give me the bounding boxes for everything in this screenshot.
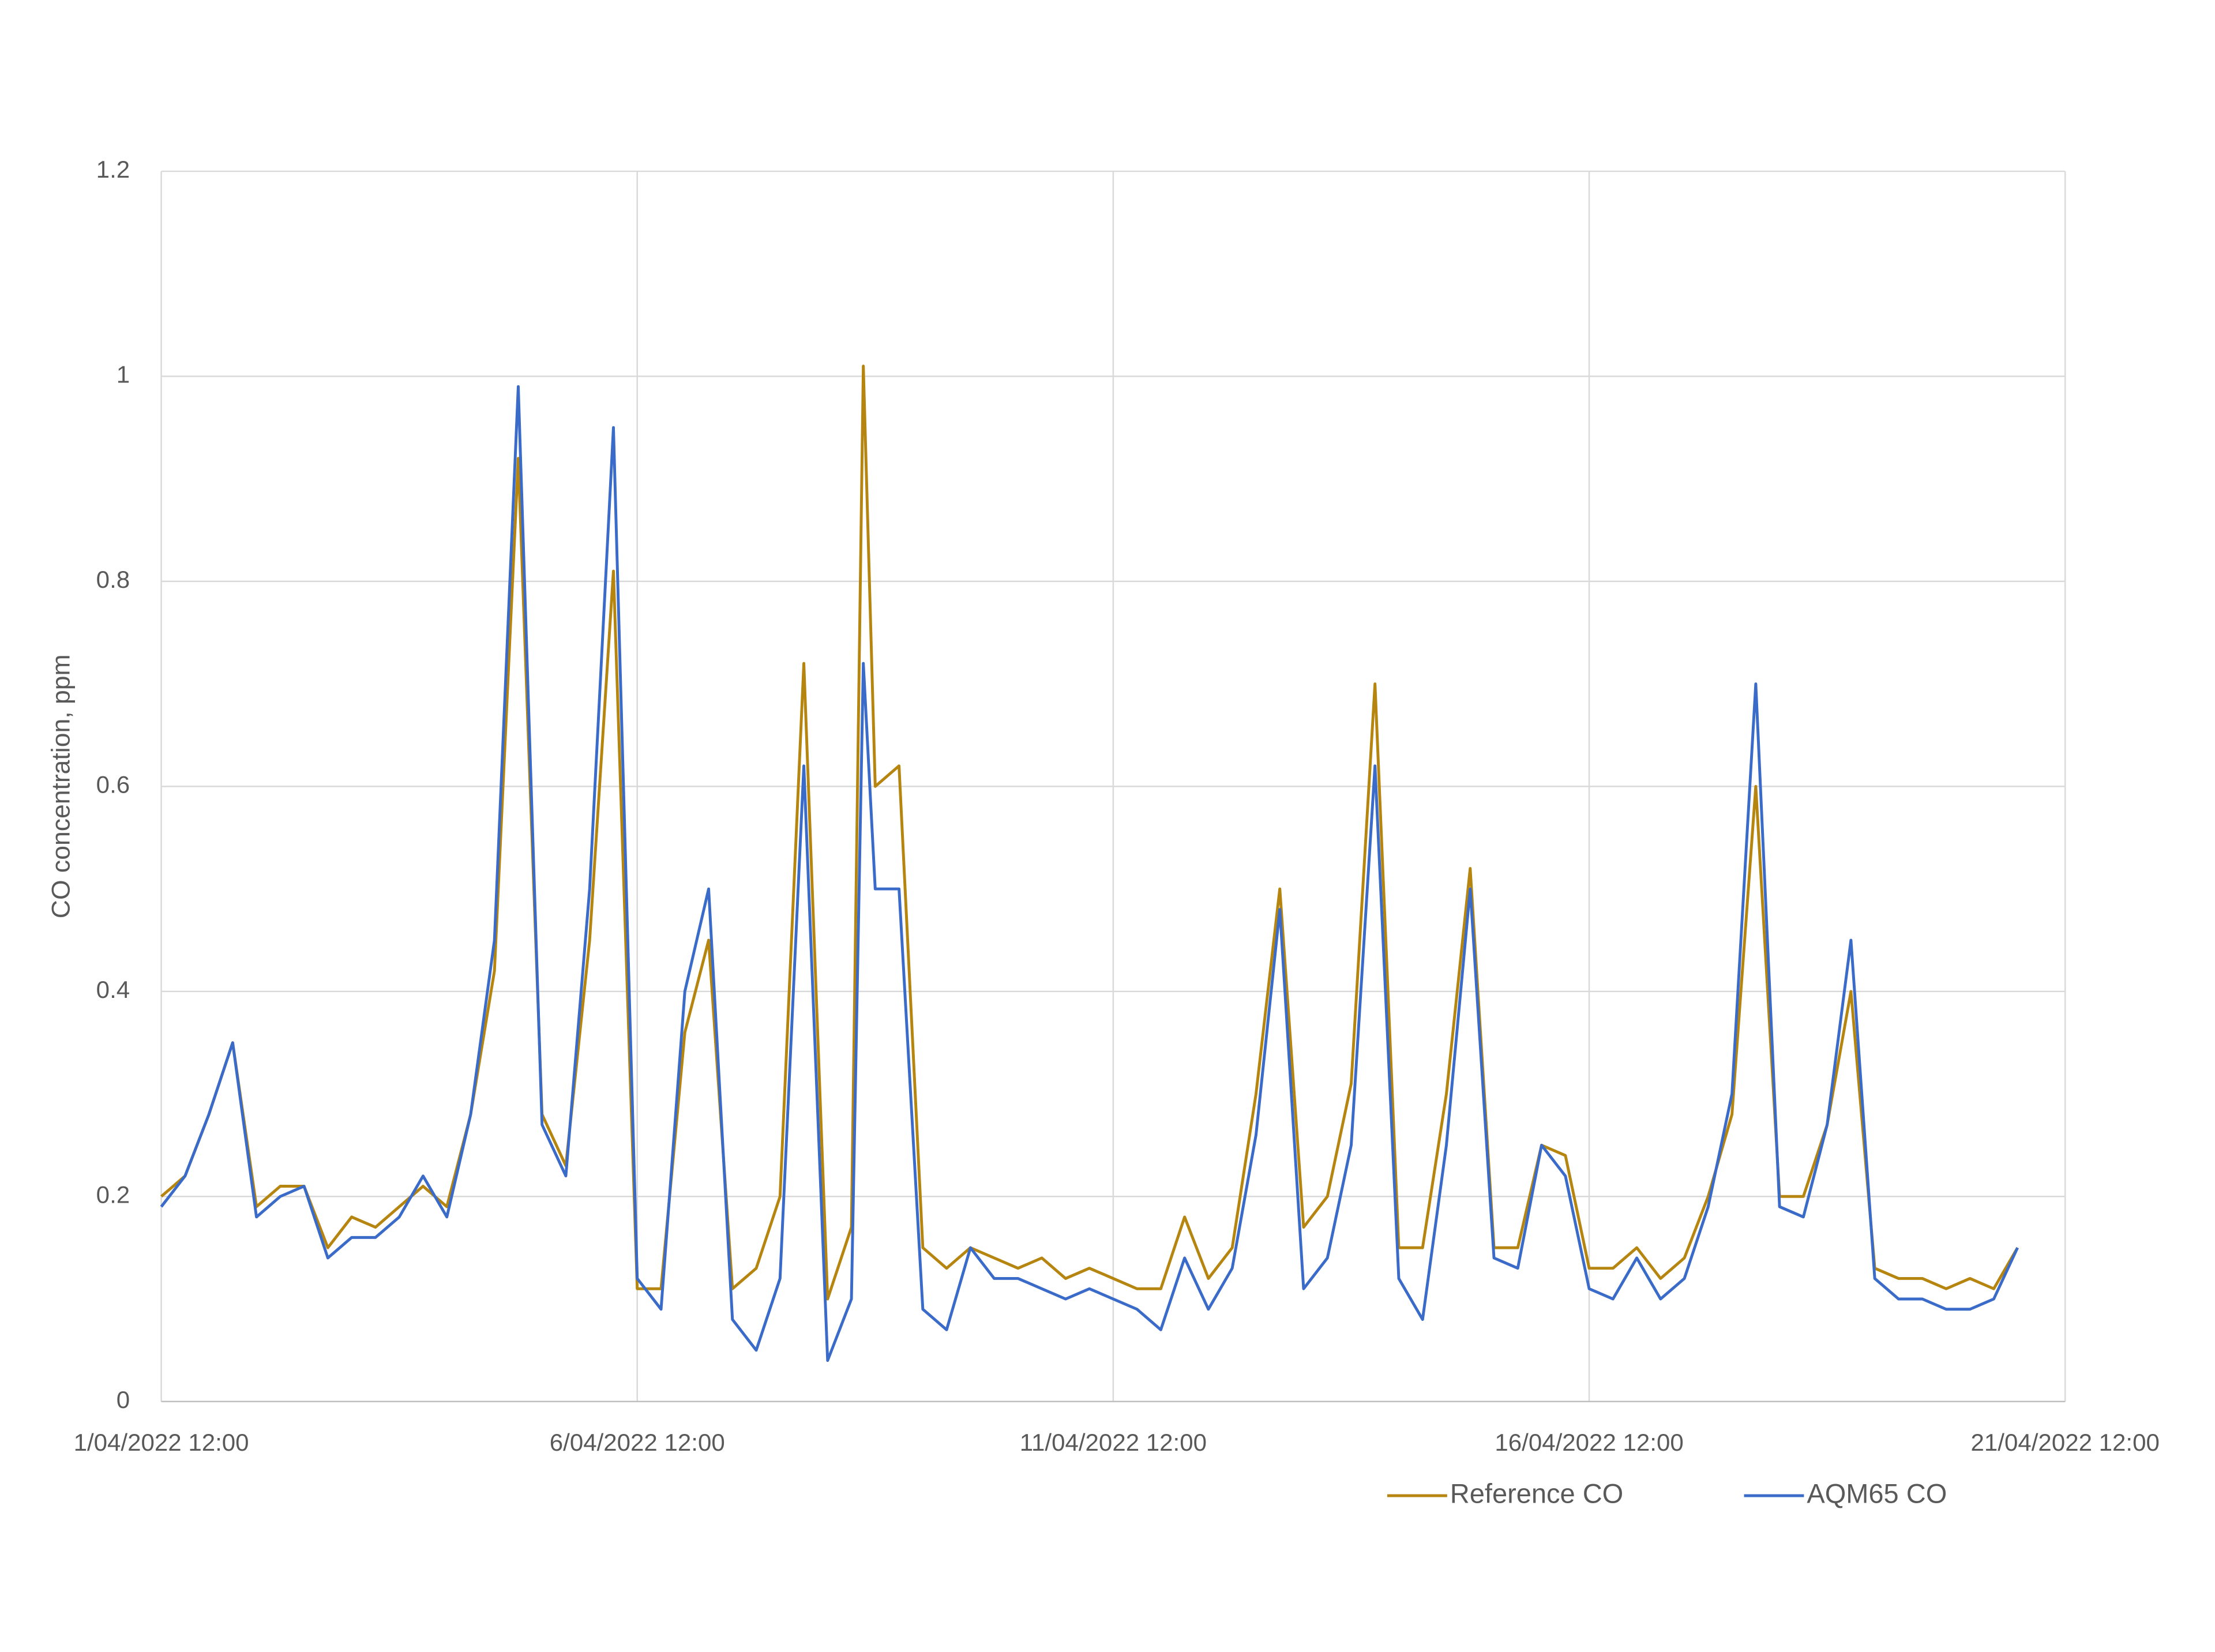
legend-label: Reference CO bbox=[1450, 1478, 1623, 1508]
x-tick-label: 16/04/2022 12:00 bbox=[1495, 1429, 1683, 1456]
x-tick-label: 21/04/2022 12:00 bbox=[1971, 1429, 2160, 1456]
y-tick-label: 0 bbox=[117, 1386, 130, 1413]
legend-label: AQM65 CO bbox=[1807, 1478, 1947, 1508]
y-tick-label: 0.8 bbox=[96, 566, 130, 593]
y-tick-label: 0.6 bbox=[96, 771, 130, 798]
data-line bbox=[160, 385, 2019, 1362]
y-tick-label: 0.2 bbox=[96, 1181, 130, 1208]
x-tick-label: 11/04/2022 12:00 bbox=[1020, 1429, 1207, 1456]
y-tick-label: 1 bbox=[117, 361, 130, 388]
y-tick-label: 1.2 bbox=[96, 156, 130, 183]
x-tick-label: 6/04/2022 12:00 bbox=[550, 1429, 725, 1456]
y-tick-label: 0.4 bbox=[96, 976, 130, 1003]
x-tick-label: 1/04/2022 12:00 bbox=[74, 1429, 249, 1456]
y-axis-label: CO concentration, ppm bbox=[47, 654, 76, 918]
